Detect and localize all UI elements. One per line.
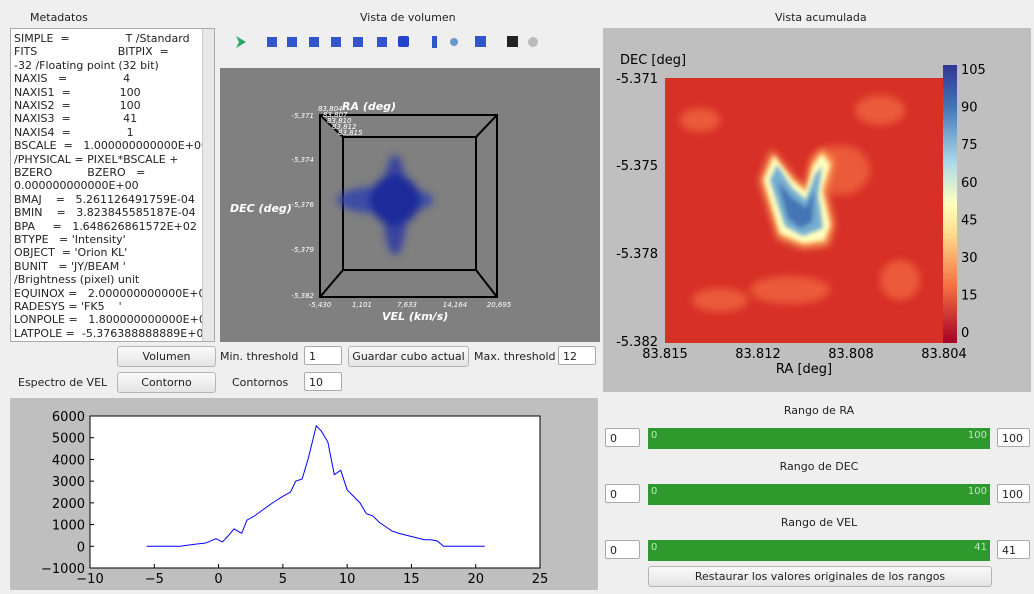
- x-tick-label: 0: [214, 572, 222, 587]
- y-tick-label: -5.371: [616, 72, 658, 87]
- y-tick-label: 4000: [52, 453, 85, 468]
- y-axis-label: DEC [deg]: [620, 53, 686, 68]
- colorbar-tick-label: 60: [961, 176, 978, 191]
- graphics: RA (deg) DEC (deg) VEL (km/s) -5,371 -5,374 -…: [0, 0, 1034, 594]
- heatmap: [665, 78, 943, 343]
- y-tick-label: 5000: [52, 432, 85, 447]
- volume-label: RA (deg): [342, 100, 396, 113]
- x-tick-label: 15: [403, 572, 420, 587]
- x-tick-label: 10: [339, 572, 356, 587]
- y-tick-label: 6000: [52, 410, 85, 425]
- colorbar-tick-label: 30: [961, 251, 978, 266]
- x-tick-label: 25: [532, 572, 549, 587]
- spectrum-plot-area: [90, 416, 540, 568]
- volume-label: -5,376: [291, 201, 314, 209]
- toolbar[interactable]: [236, 36, 538, 48]
- volume-label: 7,633: [397, 301, 417, 309]
- colorbar-tick-label: 0: [961, 326, 969, 341]
- x-tick-label: 83.808: [828, 347, 874, 362]
- x-axis-label: RA [deg]: [776, 362, 832, 377]
- y-tick-label: 0: [77, 540, 85, 555]
- y-tick-label: 3000: [52, 475, 85, 490]
- colorbar-tick-label: 15: [961, 289, 978, 304]
- app-window: MetadatosVista de volumenVista acumulada…: [0, 0, 1034, 594]
- volume-label: -5,430: [309, 301, 332, 309]
- volume-label: 14,164: [443, 301, 468, 309]
- colorbar-tick-label: 75: [961, 138, 978, 153]
- x-tick-label: −5: [145, 572, 164, 587]
- colorbar: [943, 65, 957, 343]
- colorbar-tick-label: 90: [961, 101, 978, 116]
- x-tick-label: 83.804: [921, 347, 967, 362]
- y-tick-label: 1000: [52, 519, 85, 534]
- volume-label: 20,695: [487, 301, 512, 309]
- y-tick-label: -5.375: [616, 159, 658, 174]
- y-tick-label: −1000: [41, 562, 85, 577]
- x-tick-label: 83.815: [642, 347, 688, 362]
- volume-label: -5,371: [291, 112, 314, 120]
- volume-label: DEC (deg): [230, 202, 292, 215]
- x-tick-label: 20: [467, 572, 484, 587]
- volume-label: 1,101: [352, 301, 372, 309]
- colorbar-tick-label: 45: [961, 213, 978, 228]
- volume-label: -5,382: [291, 292, 314, 300]
- volume-label: 83,815: [338, 129, 363, 137]
- volume-label: -5,374: [291, 156, 314, 164]
- volume-label: -5,379: [291, 246, 314, 254]
- colorbar-tick-label: 105: [961, 63, 986, 78]
- volume-label: VEL (km/s): [382, 310, 448, 323]
- y-tick-label: -5.378: [616, 247, 658, 262]
- x-tick-label: 83.812: [735, 347, 781, 362]
- y-tick-label: 2000: [52, 497, 85, 512]
- x-tick-label: 5: [279, 572, 287, 587]
